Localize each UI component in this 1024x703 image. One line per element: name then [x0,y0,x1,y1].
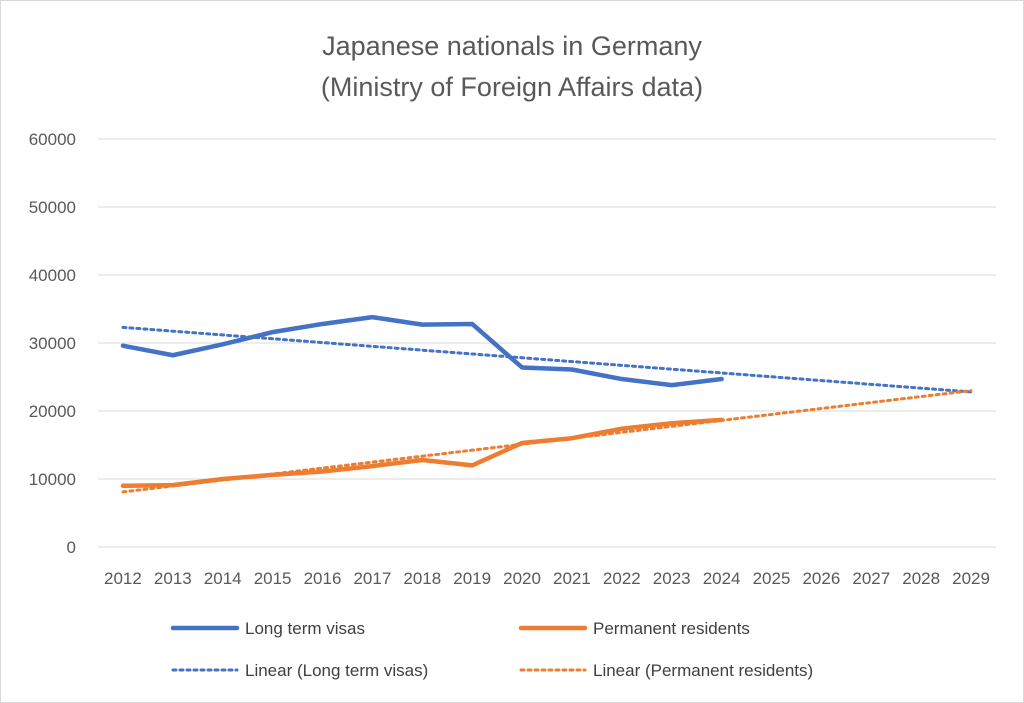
legend: Long term visas Permanent residents Linear… [170,619,813,680]
series-line-permanent-residents [120,417,724,489]
x-tick-label: 2026 [802,569,840,588]
y-tick-label: 10000 [29,470,76,489]
x-tick-label: 2024 [703,569,741,588]
x-tick-label: 2012 [104,569,142,588]
legend-label: Permanent residents [593,619,750,638]
x-tick-label: 2025 [753,569,791,588]
legend-label: Long term visas [245,619,365,638]
legend-entry-long-term-visas: Long term visas [170,619,365,638]
y-tick-label: 60000 [29,130,76,149]
x-tick-label: 2028 [902,569,940,588]
x-tick-label: 2021 [553,569,591,588]
x-tick-label: 2014 [204,569,242,588]
legend-entry-permanent-residents: Permanent residents [518,619,750,638]
y-tick-label: 40000 [29,266,76,285]
legend-entry-linear-long-term-visas: Linear (Long term visas) [171,661,428,680]
x-axis-ticks: 2012 2013 2014 2015 2016 2017 2018 2019 2020 2021… [104,569,990,588]
x-tick-label: 2017 [353,569,391,588]
x-tick-label: 2016 [304,569,342,588]
x-tick-label: 2023 [653,569,691,588]
x-tick-label: 2013 [154,569,192,588]
chart-title-line-1: Japanese nationals in Germany [322,31,702,61]
y-tick-label: 50000 [29,198,76,217]
series-line-long-term-visas [120,314,724,388]
x-tick-label: 2020 [503,569,541,588]
chart-title: Japanese nationals in Germany (Ministry … [321,31,703,102]
legend-label: Linear (Permanent residents) [593,661,813,680]
legend-label: Linear (Long term visas) [245,661,428,680]
y-tick-label: 0 [67,538,76,557]
x-tick-label: 2027 [852,569,890,588]
x-tick-label: 2019 [453,569,491,588]
trendline-long-term-visas [121,325,973,394]
trendlines [121,325,973,494]
x-tick-label: 2015 [254,569,292,588]
x-tick-label: 2029 [952,569,990,588]
x-tick-label: 2018 [403,569,441,588]
y-tick-label: 30000 [29,334,76,353]
y-tick-label: 20000 [29,402,76,421]
y-axis-ticks: 0 10000 20000 30000 40000 50000 60000 [29,130,76,557]
x-tick-label: 2022 [603,569,641,588]
chart-title-line-2: (Ministry of Foreign Affairs data) [321,72,703,102]
series-lines [120,314,724,489]
legend-entry-linear-permanent-residents: Linear (Permanent residents) [519,661,813,680]
